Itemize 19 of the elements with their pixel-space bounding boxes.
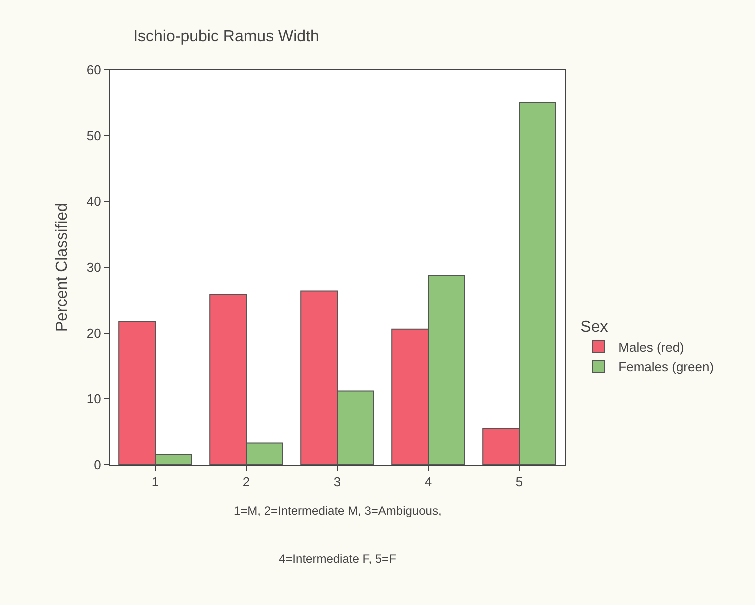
y-tick-label: 60	[86, 62, 102, 78]
x-tick-label: 3	[334, 474, 342, 490]
x-tick-label: 1	[152, 474, 160, 490]
y-tick-label: 10	[86, 392, 102, 407]
y-axis-title: Percent Classified	[54, 203, 71, 332]
text: 1=M, 2=Intermediate M, 3=Ambiguous,	[234, 504, 442, 518]
legend-title: Sex	[580, 318, 608, 336]
chart-title: Ischio-pubic Ramus Width	[134, 28, 320, 46]
y-tick-label: 30	[86, 260, 102, 276]
legend-label: Males (red)	[618, 340, 684, 355]
x-tick-label: 5	[516, 474, 524, 490]
legend-label: Females (green)	[618, 360, 714, 375]
y-tick-label: 40	[86, 194, 102, 210]
x-tick-label: 4	[424, 474, 432, 490]
y-tick-label: 0	[94, 458, 102, 473]
y-tick-label: 20	[86, 326, 102, 341]
text: 4=Intermediate F, 5=F	[279, 552, 396, 566]
x-tick-label: 2	[242, 474, 250, 490]
y-tick-label: 50	[86, 128, 102, 144]
